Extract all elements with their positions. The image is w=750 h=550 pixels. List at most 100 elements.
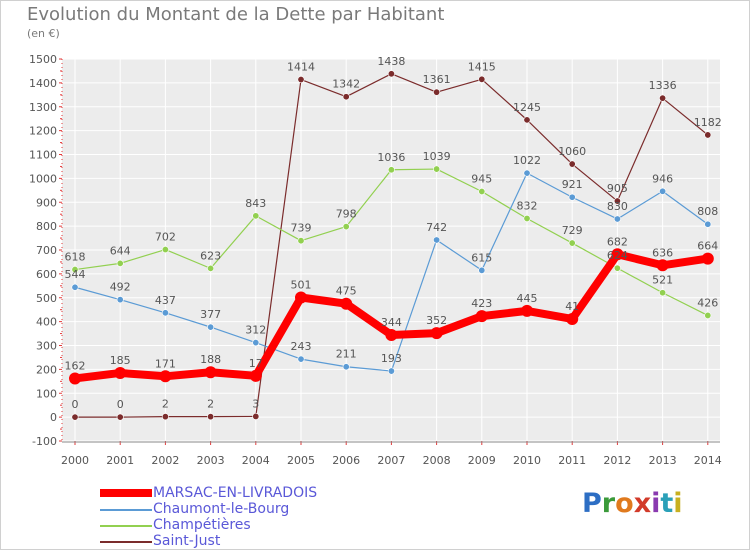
data-point-1: [613, 215, 621, 223]
data-label-2: 623: [200, 249, 221, 262]
y-tick-label: 500: [36, 292, 57, 305]
data-point-2: [568, 239, 576, 247]
data-point-2: [433, 165, 441, 173]
x-tick-label: 2003: [197, 454, 225, 467]
data-label-3: 1336: [649, 79, 677, 92]
y-tick-label: 1200: [29, 125, 57, 138]
data-label-3: 0: [117, 398, 124, 411]
data-label-1: 615: [471, 251, 492, 264]
data-label-1: 437: [155, 294, 176, 307]
data-point-3: [433, 88, 441, 96]
y-tick-label: 700: [36, 244, 57, 257]
data-label-0: 185: [110, 354, 131, 367]
data-label-1: 830: [607, 200, 628, 213]
x-tick-label: 2005: [287, 454, 315, 467]
data-point-0: [656, 259, 669, 272]
data-label-0: 445: [517, 292, 538, 305]
data-point-0: [521, 304, 533, 317]
legend-swatch-chaumont: [100, 509, 152, 511]
proxiti-logo: Proxiti: [582, 488, 683, 519]
data-point-1: [207, 323, 215, 331]
data-label-3: 2: [162, 398, 169, 411]
data-label-0: 162: [65, 359, 86, 372]
data-label-0: 501: [291, 279, 312, 292]
data-label-3: 1414: [287, 61, 315, 74]
data-point-2: [161, 246, 169, 254]
data-point-3: [568, 160, 576, 168]
data-point-3: [71, 413, 79, 421]
y-tick-label: 300: [36, 340, 57, 353]
x-tick-label: 2006: [332, 454, 360, 467]
data-label-0: 171: [155, 357, 176, 370]
x-tick-label: 2004: [242, 454, 270, 467]
y-tick-label: 800: [36, 220, 57, 233]
data-point-1: [71, 283, 79, 291]
data-label-3: 1060: [558, 145, 586, 158]
legend-label-chaumont: Chaumont-le-Bourg: [153, 501, 290, 517]
y-tick-label: 1300: [29, 101, 57, 114]
data-label-3: 1415: [468, 60, 496, 73]
data-point-0: [566, 312, 579, 325]
data-point-2: [659, 289, 667, 297]
y-tick-label: 0: [50, 411, 57, 424]
x-tick-label: 2000: [61, 454, 89, 467]
x-tick-label: 2011: [558, 454, 586, 467]
y-tick-label: 400: [36, 316, 57, 329]
x-tick-label: 2001: [106, 454, 134, 467]
data-label-3: 1182: [694, 116, 722, 129]
data-label-0: 188: [200, 353, 221, 366]
data-label-2: 945: [471, 173, 492, 186]
chart-title: Evolution du Montant de la Dette par Hab…: [27, 4, 445, 25]
data-label-2: 426: [697, 296, 718, 309]
data-label-2: 702: [155, 231, 176, 244]
data-label-1: 921: [562, 178, 583, 191]
data-point-1: [342, 363, 350, 371]
data-point-0: [701, 252, 714, 265]
legend-label-marsac: MARSAC-EN-LIVRADOIS: [153, 485, 318, 501]
y-tick-label: 900: [36, 196, 57, 209]
data-label-2: 618: [65, 251, 86, 264]
data-label-0: 682: [607, 235, 628, 248]
data-point-1: [387, 367, 395, 375]
data-label-1: 211: [336, 348, 357, 361]
x-tick-label: 2002: [151, 454, 179, 467]
data-label-1: 377: [200, 308, 221, 321]
data-label-2: 521: [652, 274, 673, 287]
x-tick-label: 2009: [468, 454, 496, 467]
data-label-1: 544: [65, 268, 86, 281]
legend-swatch-champetieres: [100, 525, 152, 527]
data-label-2: 729: [562, 224, 583, 237]
data-label-2: 843: [245, 197, 266, 210]
legend-label-champetieres: Champétières: [153, 517, 251, 533]
data-label-2: 739: [291, 222, 312, 235]
data-label-3: 1245: [513, 101, 541, 114]
data-label-3: 2: [207, 398, 214, 411]
data-point-1: [252, 339, 260, 347]
data-point-0: [340, 297, 353, 310]
data-label-2: 832: [517, 199, 538, 212]
data-point-0: [385, 328, 398, 341]
y-tick-label: 200: [36, 363, 57, 376]
chart-subtitle: (en €): [27, 27, 60, 40]
legend-item-champetieres: Champétières: [100, 517, 400, 533]
data-point-0: [249, 369, 262, 382]
data-point-2: [523, 214, 531, 222]
x-tick-label: 2008: [423, 454, 451, 467]
x-tick-label: 2013: [649, 454, 677, 467]
data-label-2: 1036: [377, 151, 405, 164]
data-label-1: 742: [426, 221, 447, 234]
data-label-3: 1342: [332, 78, 360, 91]
data-point-3: [207, 413, 215, 421]
x-tick-label: 2014: [694, 454, 722, 467]
x-tick-label: 2010: [513, 454, 541, 467]
data-point-3: [252, 412, 260, 420]
data-label-0: 636: [652, 246, 673, 259]
data-point-0: [295, 291, 307, 304]
y-tick-label: 1000: [29, 172, 57, 185]
data-point-1: [297, 355, 305, 363]
x-tick-label: 2007: [377, 454, 405, 467]
data-point-0: [114, 366, 127, 379]
data-point-2: [478, 188, 486, 196]
data-label-3: 1438: [377, 55, 405, 68]
